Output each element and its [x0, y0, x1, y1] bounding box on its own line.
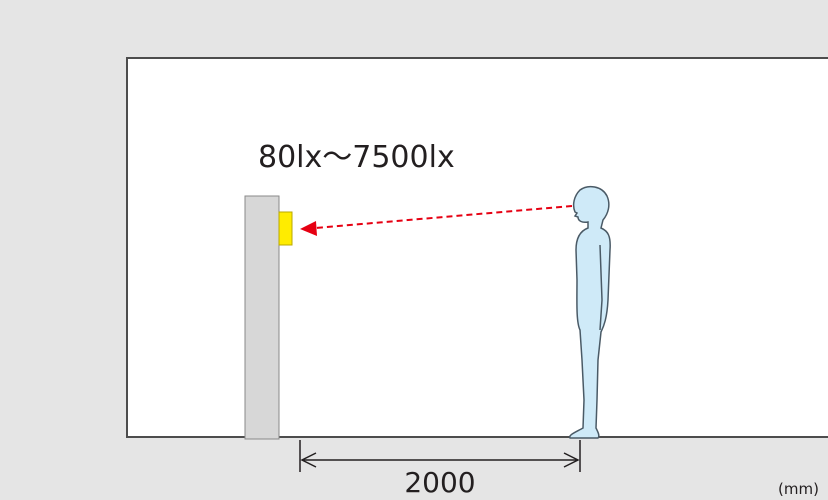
person-arm	[599, 244, 603, 331]
sight-arrow-head	[300, 221, 317, 236]
room	[127, 58, 828, 437]
distance-label: 2000	[404, 466, 475, 499]
pillar	[244, 195, 280, 440]
sight-line	[314, 205, 573, 229]
dimension-arrow	[300, 452, 317, 468]
device	[278, 211, 293, 246]
dimension-arrow	[563, 452, 580, 468]
illuminance-label: 80lx～7500lx	[258, 140, 455, 175]
person	[568, 185, 611, 439]
room-outline	[126, 57, 828, 438]
unit-label: (mm)	[778, 480, 819, 498]
